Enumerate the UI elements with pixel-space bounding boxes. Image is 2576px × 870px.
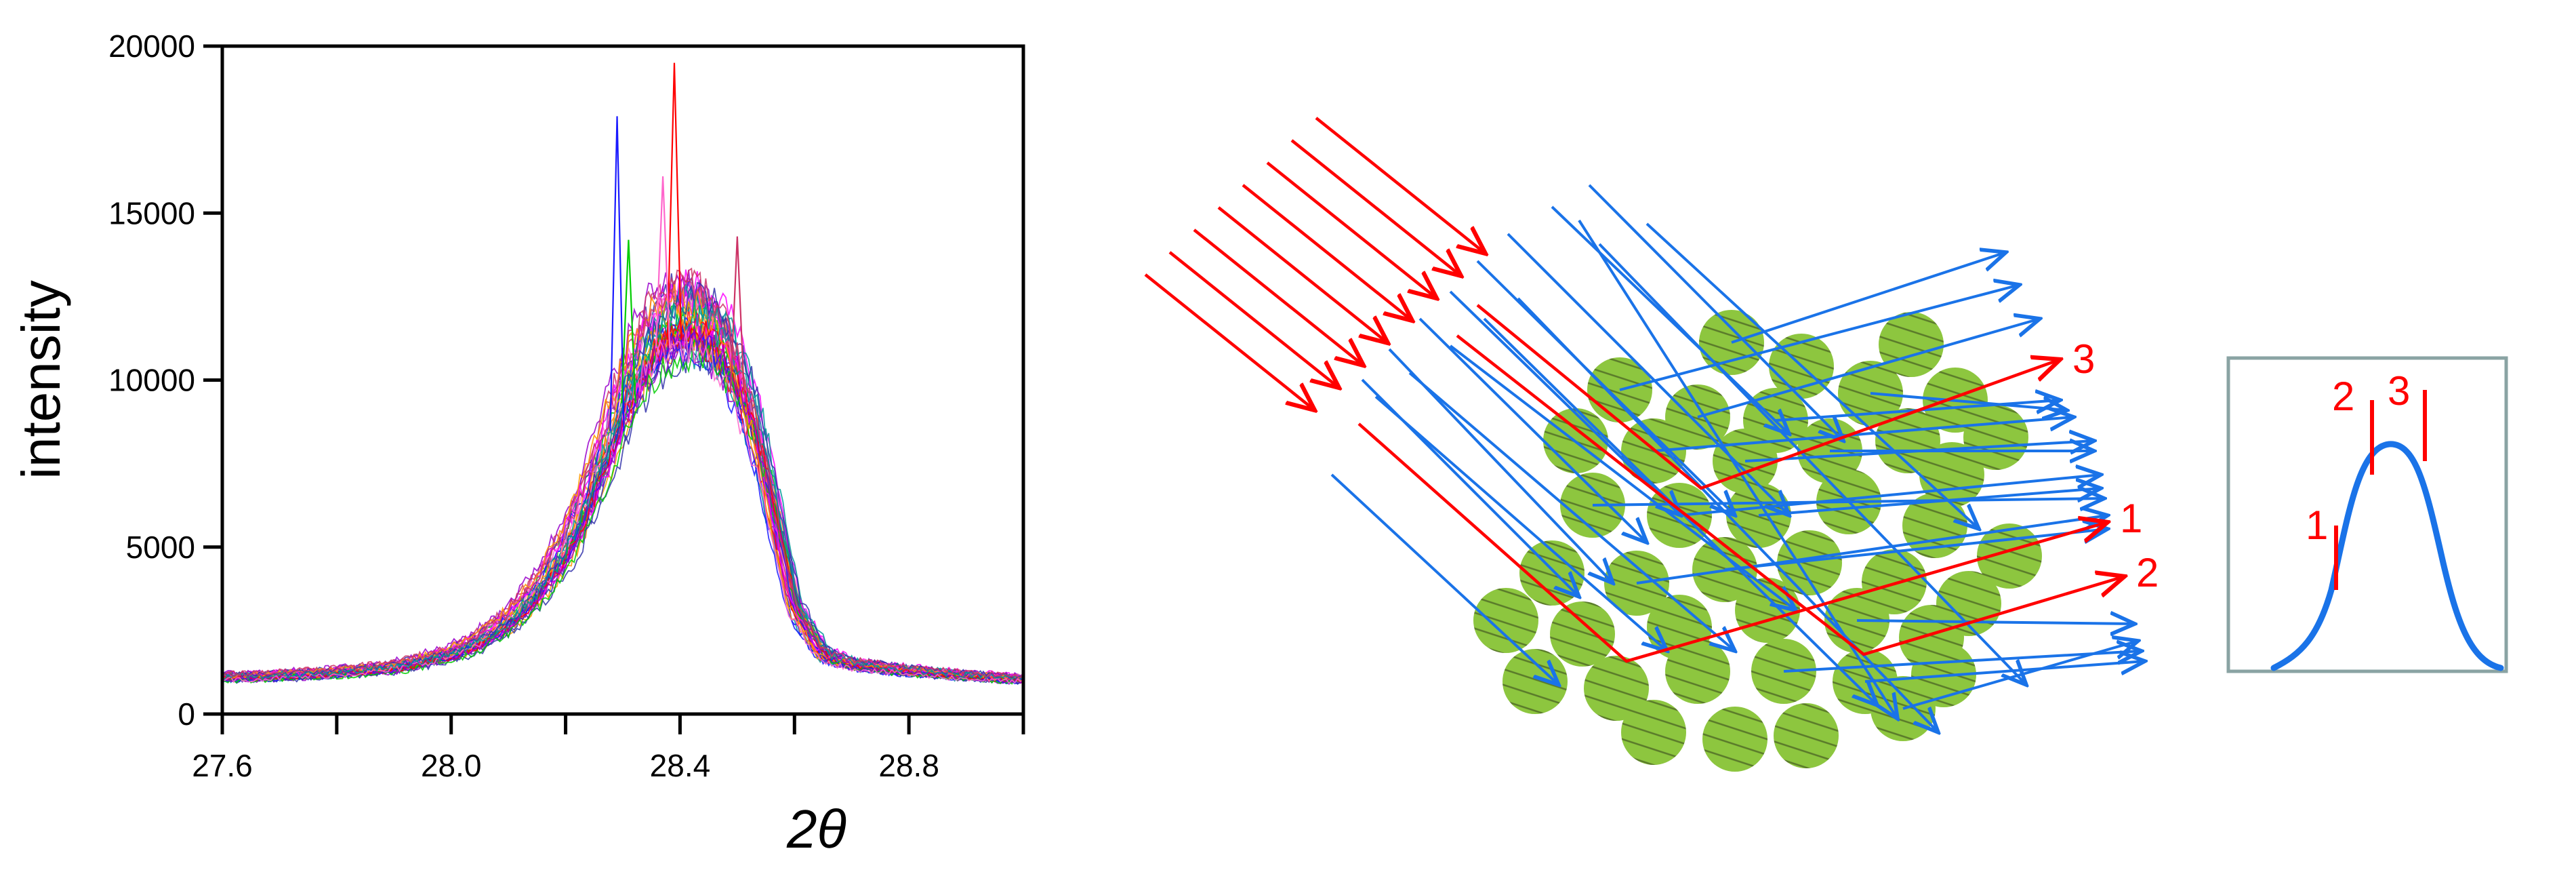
crystallite bbox=[1473, 588, 1538, 653]
scattered-beam bbox=[1864, 661, 2145, 683]
scattered-beam bbox=[1856, 620, 2135, 624]
y-tick-label: 10000 bbox=[108, 363, 195, 398]
beam-label-3: 3 bbox=[2072, 336, 2095, 382]
inset-marker-2: 2 bbox=[2332, 374, 2354, 419]
series-line bbox=[222, 273, 1023, 679]
incoming-beam bbox=[1408, 372, 1735, 651]
beam-label-1: 1 bbox=[2120, 496, 2142, 541]
x-tick-label: 28.4 bbox=[650, 748, 711, 783]
crystallite bbox=[1875, 408, 1940, 473]
diffraction-diagram: 1 2 3 bbox=[1144, 117, 2159, 772]
series-peak bbox=[609, 116, 625, 431]
series-line bbox=[222, 330, 1023, 685]
inset-frame bbox=[2226, 356, 2508, 673]
scattered-beam bbox=[1731, 252, 2006, 344]
beam-label-2: 2 bbox=[2136, 550, 2159, 595]
crystallite bbox=[1502, 649, 1568, 714]
series-line bbox=[222, 283, 1023, 680]
series-line bbox=[222, 281, 1023, 680]
crystallite bbox=[1774, 703, 1839, 768]
scattered-beam bbox=[1870, 392, 2067, 410]
crystallite bbox=[1777, 530, 1842, 595]
incoming-beam bbox=[1507, 233, 1789, 515]
incident-beam bbox=[1242, 184, 1412, 321]
incoming-beam bbox=[1517, 297, 1938, 732]
series-peak bbox=[655, 176, 671, 349]
highlighted-path bbox=[1357, 422, 2108, 663]
y-tick-label: 0 bbox=[178, 696, 195, 732]
series-layer bbox=[222, 62, 1023, 686]
scattered-beam bbox=[1679, 475, 2101, 517]
crystallite bbox=[1550, 601, 1615, 667]
series-line bbox=[222, 269, 1023, 678]
scattered-beam-layer bbox=[1330, 184, 2145, 732]
incoming-beam bbox=[1330, 473, 1559, 685]
incoming-beam bbox=[1588, 184, 1843, 441]
highlighted-path bbox=[1476, 304, 2060, 490]
incident-beam bbox=[1144, 273, 1315, 410]
inset-peak-curve bbox=[2270, 441, 2504, 671]
crystallite bbox=[1621, 700, 1686, 765]
series-line bbox=[222, 267, 1023, 679]
scattered-beam bbox=[1653, 417, 2074, 452]
incident-beam bbox=[1315, 117, 1486, 254]
series-line bbox=[222, 284, 1023, 680]
series-peak bbox=[621, 239, 636, 403]
series-line bbox=[222, 274, 1023, 680]
incoming-beam bbox=[1645, 222, 1979, 529]
series-peak bbox=[666, 62, 682, 340]
scattered-beam bbox=[1619, 285, 2020, 391]
highlighted-path-layer bbox=[1357, 304, 2125, 663]
incident-beam bbox=[1193, 229, 1364, 365]
incident-beam bbox=[1290, 139, 1461, 276]
crystallite bbox=[1584, 656, 1649, 721]
series-peak bbox=[729, 236, 745, 394]
incoming-beam bbox=[1551, 205, 1789, 434]
series-line bbox=[222, 269, 1023, 679]
incoming-beam bbox=[1374, 395, 1667, 651]
scattered-beam bbox=[1724, 529, 2108, 571]
y-axis-title: intensity bbox=[11, 280, 71, 479]
x-axis-title: 2θ bbox=[786, 799, 846, 859]
incoming-beam bbox=[1449, 344, 1796, 610]
crystallite bbox=[1702, 707, 1767, 772]
incoming-beam bbox=[1598, 243, 2026, 685]
incoming-beam bbox=[1578, 219, 1898, 719]
highlighted-path bbox=[1456, 334, 2125, 656]
peak-inset: 1 2 3 bbox=[2226, 356, 2508, 673]
axes-layer: 0 5000 10000 15000 20000 27.6 28.0 28.4 28.8 bbox=[108, 28, 1025, 783]
y-tick-label: 5000 bbox=[126, 530, 195, 565]
x-tick-label: 27.6 bbox=[192, 748, 253, 783]
scattered-beam bbox=[1592, 498, 2104, 505]
incident-beam bbox=[1217, 206, 1388, 343]
x-tick-label: 28.0 bbox=[421, 748, 482, 783]
series-line bbox=[222, 279, 1023, 679]
scattered-beam bbox=[1697, 319, 2040, 418]
inset-marker-1: 1 bbox=[2306, 502, 2328, 548]
scattered-beam bbox=[1783, 651, 2142, 673]
inset-marker-3: 3 bbox=[2388, 368, 2410, 414]
incident-beam bbox=[1266, 161, 1437, 298]
crystallite-layer bbox=[1473, 310, 2042, 772]
y-tick-label: 15000 bbox=[108, 195, 195, 231]
series-line bbox=[222, 269, 1023, 678]
x-tick-label: 28.8 bbox=[878, 748, 939, 783]
scattered-beam bbox=[1636, 515, 2108, 585]
incident-beam-layer bbox=[1144, 117, 1486, 410]
incoming-beam bbox=[1449, 290, 1681, 515]
crystallite bbox=[1665, 639, 1730, 704]
y-tick-label: 20000 bbox=[108, 28, 195, 64]
incident-beam bbox=[1168, 251, 1339, 388]
